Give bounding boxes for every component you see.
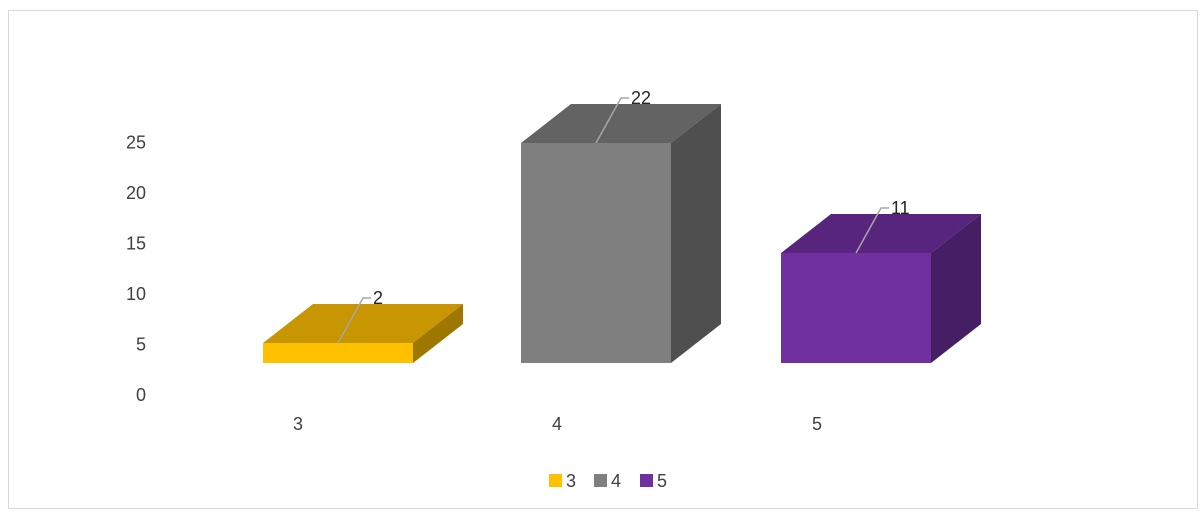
data-label: 11 — [891, 198, 910, 218]
bar — [263, 343, 413, 363]
legend-swatch — [594, 474, 607, 487]
data-label: 22 — [631, 88, 651, 108]
bar-top-face — [781, 214, 981, 253]
x-tick-label: 3 — [293, 414, 303, 434]
bar-side-face — [413, 304, 463, 363]
x-tick-label: 5 — [812, 414, 822, 434]
data-label: 2 — [373, 288, 383, 308]
bar-top-face — [521, 104, 721, 143]
legend-swatch — [640, 474, 653, 487]
bar-side-face — [931, 214, 981, 363]
data-label-leader — [855, 207, 889, 254]
y-tick-label: 0 — [136, 385, 146, 405]
y-tick-label: 25 — [126, 133, 146, 153]
data-label-leader — [337, 297, 371, 344]
y-tick-label: 15 — [126, 234, 146, 254]
bar — [781, 253, 931, 363]
y-tick-label: 10 — [126, 284, 146, 304]
bar-side-face — [671, 104, 721, 363]
chart-frame — [8, 10, 1198, 509]
legend-label: 3 — [566, 471, 576, 491]
legend-label: 4 — [611, 471, 621, 491]
x-tick-label: 4 — [552, 414, 562, 434]
legend-swatch — [549, 474, 562, 487]
bar-top-face — [263, 304, 463, 343]
y-tick-label: 20 — [126, 183, 146, 203]
y-tick-label: 5 — [136, 335, 146, 355]
legend-label: 5 — [657, 471, 667, 491]
data-label-leader — [595, 97, 629, 144]
bar — [521, 143, 671, 363]
